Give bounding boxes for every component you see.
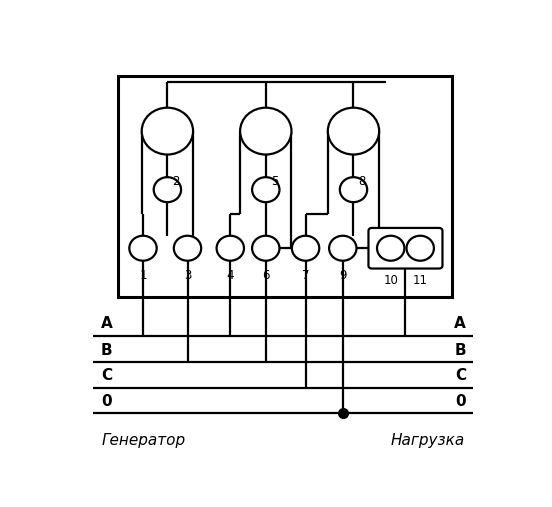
Circle shape: [340, 177, 367, 202]
Circle shape: [216, 236, 244, 261]
Circle shape: [377, 236, 405, 261]
Circle shape: [153, 177, 181, 202]
Text: C: C: [101, 368, 112, 383]
FancyBboxPatch shape: [369, 228, 443, 269]
Polygon shape: [118, 77, 452, 297]
Circle shape: [129, 236, 157, 261]
Circle shape: [406, 236, 434, 261]
Text: 2: 2: [173, 175, 180, 188]
Circle shape: [292, 236, 319, 261]
Text: 3: 3: [184, 269, 191, 282]
Text: C: C: [455, 368, 466, 383]
Circle shape: [240, 107, 291, 155]
Text: 0: 0: [455, 393, 466, 409]
Circle shape: [252, 236, 279, 261]
Circle shape: [142, 107, 193, 155]
Text: 9: 9: [339, 269, 347, 282]
Circle shape: [328, 107, 379, 155]
Text: Генератор: Генератор: [101, 433, 185, 448]
Text: 10: 10: [383, 274, 398, 287]
Text: 11: 11: [413, 274, 428, 287]
Text: 6: 6: [262, 269, 269, 282]
Circle shape: [329, 236, 357, 261]
Text: Нагрузка: Нагрузка: [390, 433, 465, 448]
Circle shape: [252, 177, 279, 202]
Text: A: A: [101, 316, 113, 332]
Text: 8: 8: [359, 175, 366, 188]
Text: B: B: [454, 343, 466, 357]
Circle shape: [174, 236, 201, 261]
Text: 0: 0: [101, 393, 112, 409]
Text: A: A: [454, 316, 466, 332]
Text: 7: 7: [302, 269, 309, 282]
Text: B: B: [101, 343, 113, 357]
Text: 1: 1: [139, 269, 147, 282]
Text: 5: 5: [271, 175, 278, 188]
Text: 4: 4: [226, 269, 234, 282]
